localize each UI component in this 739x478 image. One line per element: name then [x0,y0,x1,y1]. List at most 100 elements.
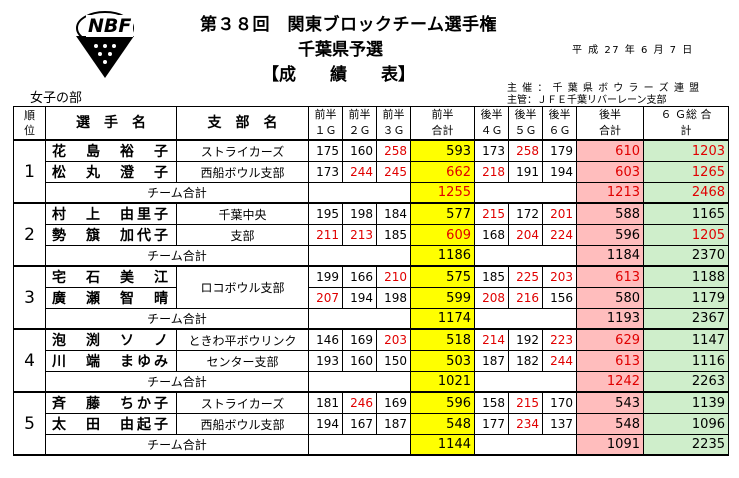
game-score: 201 [542,202,577,225]
event-date: 平 成 27 年 6 月 7 日 [572,45,694,56]
team-grand-total: 2370 [643,245,729,267]
team-total-label: チーム合計 [45,434,309,456]
col-first-total: 前半合計 [410,106,475,141]
team-grand-total: 2263 [643,371,729,393]
game-score: 244 [542,350,577,372]
branch-name: 西船ボウル支部 [176,161,309,183]
team-second-total: 1091 [576,434,644,456]
game-score: 223 [542,328,577,351]
team-second-total: 1184 [576,245,644,267]
branch-name: 西船ボウル支部 [176,413,309,435]
team-first-total: 1021 [410,371,475,393]
game-score: 198 [342,202,377,225]
game-score: 158 [474,391,509,414]
page-subtitle: 千葉県予選 [298,40,383,60]
game-score: 218 [474,161,509,183]
empty-cell [308,245,411,267]
first-half-total: 548 [410,413,475,435]
empty-cell [308,371,411,393]
grand-total: 1203 [643,139,729,162]
first-half-total: 662 [410,161,475,183]
game-score: 173 [474,139,509,162]
game-score: 194 [308,413,343,435]
branch-name: ときわ平ボウリンク [176,328,309,351]
results-body: 順位 選 手 名 支 部 名 前半１Ｇ 前半２Ｇ 前半３Ｇ 前半合計 後半４Ｇ … [13,106,729,456]
col-g5: 後半５Ｇ [508,106,543,141]
game-score: 213 [342,224,377,246]
game-score: 169 [342,328,377,351]
game-score: 192 [508,328,543,351]
team-total-row: チーム合計 1255 1213 2468 [14,182,729,204]
first-half-total: 596 [410,391,475,414]
first-half-total: 593 [410,139,475,162]
team-total-row: チーム合計 1021 1242 2263 [14,371,729,393]
second-half-total: 580 [576,287,644,309]
col-player: 選 手 名 [45,106,177,141]
game-score: 179 [542,139,577,162]
game-score: 215 [508,391,543,414]
game-score: 175 [308,139,343,162]
game-score: 245 [376,161,411,183]
game-score: 181 [308,391,343,414]
player-name: 川 端 まゆみ [45,350,177,372]
game-score: 184 [376,202,411,225]
game-score: 214 [474,328,509,351]
team-first-total: 1255 [410,182,475,204]
game-score: 194 [342,287,377,309]
player-row: 川 端 まゆみ センター支部 193 160 150 503 187 182 244 613 111… [14,350,729,372]
team-first-total: 1144 [410,434,475,456]
game-score: 199 [308,265,343,288]
game-score: 244 [342,161,377,183]
game-score: 208 [474,287,509,309]
branch-name: 千葉中央 [176,202,309,225]
col-second-total: 後半合計 [576,106,644,141]
game-score: 210 [376,265,411,288]
branch-name: ロコボウル支部 [176,265,309,309]
game-score: 195 [308,202,343,225]
rank-cell: 4 [13,328,46,393]
second-half-total: 543 [576,391,644,414]
game-score: 198 [376,287,411,309]
empty-cell [474,371,577,393]
game-score: 258 [376,139,411,162]
col-grand-total: ６ Ｇ総 合 計 [643,106,729,141]
team-grand-total: 2468 [643,182,729,204]
game-score: 234 [508,413,543,435]
team-total-row: チーム合計 1144 1091 2235 [14,434,729,456]
game-score: 146 [308,328,343,351]
game-score: 246 [342,391,377,414]
grand-total: 1147 [643,328,729,351]
game-score: 194 [542,161,577,183]
player-row: 松 丸 澄 子西船ボウル支部 173 244 245 662 218 191 194 603 12… [14,161,729,183]
grand-total: 1096 [643,413,729,435]
player-row: 廣 瀬 智 晴 207 194 198 599 208 216 156 580 1179 [14,287,729,309]
col-g3: 前半３Ｇ [376,106,411,141]
team-first-total: 1174 [410,308,475,330]
game-score: 216 [508,287,543,309]
document-type: 【成 績 表】 [262,65,415,85]
team-second-total: 1242 [576,371,644,393]
second-half-total: 548 [576,413,644,435]
player-name: 村 上 由里子 [45,202,177,225]
game-score: 169 [376,391,411,414]
branch-name: ストライカーズ [176,391,309,414]
first-half-total: 599 [410,287,475,309]
game-score: 166 [342,265,377,288]
first-half-total: 575 [410,265,475,288]
player-name: 太 田 由起子 [45,413,177,435]
game-score: 173 [308,161,343,183]
game-score: 156 [542,287,577,309]
page-title: 第３８回 関東ブロックチーム選手権 [200,15,497,35]
rank-cell: 2 [13,202,46,267]
empty-cell [474,434,577,456]
grand-total: 1139 [643,391,729,414]
results-table: 順位 選 手 名 支 部 名 前半１Ｇ 前半２Ｇ 前半３Ｇ 前半合計 後半４Ｇ … [13,106,729,456]
grand-total: 1188 [643,265,729,288]
col-rank: 順位 [13,106,46,141]
team-total-label: チーム合計 [45,371,309,393]
